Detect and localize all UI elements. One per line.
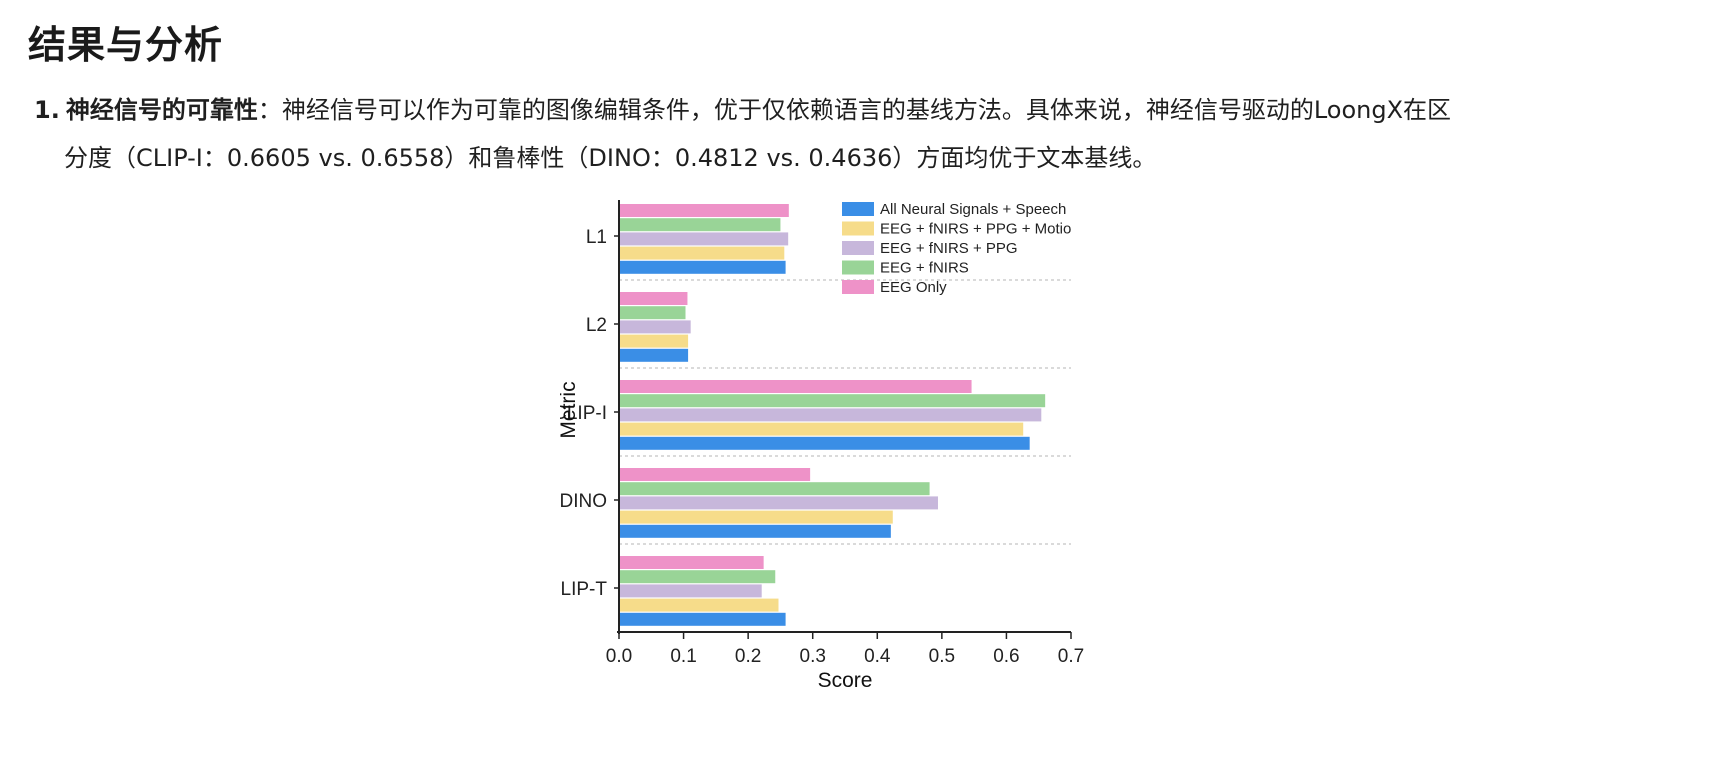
bar <box>619 584 762 598</box>
x-tick-label: 0.2 <box>735 646 761 667</box>
category-label: CLIP-I <box>560 403 607 424</box>
item-bold-label: 神经信号的可靠性 <box>65 96 258 124</box>
category-label: DINO <box>560 491 607 512</box>
x-axis-title: Score <box>818 669 873 692</box>
category-label: L1 <box>586 227 607 248</box>
bar <box>619 468 811 481</box>
bar <box>619 408 1042 422</box>
x-tick-label: 0.0 <box>606 646 632 667</box>
legend-label: EEG + fNIRS + PPG <box>880 240 1018 257</box>
bar <box>619 218 781 232</box>
legend-swatch <box>842 260 874 275</box>
bar <box>619 436 1030 450</box>
x-tick-label: 0.1 <box>670 646 696 667</box>
x-tick-label: 0.3 <box>800 646 826 667</box>
section-heading: 结果与分析 <box>28 23 224 67</box>
bar <box>619 246 785 260</box>
legend: All Neural Signals + Speech EEG + fNIRS +… <box>842 201 1080 296</box>
legend-swatch <box>842 280 874 294</box>
bar <box>619 556 764 569</box>
bar-chart: L1 L2 CLIP-I DINO CLIP-T 0.0 0.1 0.2 0.3 0.4 0.5 0.… <box>560 200 1084 692</box>
bar <box>619 482 930 496</box>
bar <box>619 394 1046 408</box>
bar <box>619 380 972 393</box>
bar <box>619 422 1024 436</box>
x-tick-label: 0.7 <box>1058 646 1084 667</box>
bar <box>619 510 893 524</box>
bar <box>619 292 688 305</box>
legend-label: EEG + fNIRS + PPG + Motion <box>880 221 1080 238</box>
legend-swatch <box>842 202 874 216</box>
bar <box>619 612 786 626</box>
bar <box>619 334 689 348</box>
x-tick-label: 0.6 <box>993 646 1019 667</box>
legend-swatch <box>842 221 874 236</box>
bar <box>619 260 786 274</box>
item-text-line2: 分度（CLIP-I：0.6605 vs. 0.6558）和鲁棒性（DINO：0.… <box>64 144 1157 172</box>
bar <box>619 306 686 320</box>
item-text-line1: ：神经信号可以作为可靠的图像编辑条件，优于仅依赖语言的基线方法。具体来说，神经信… <box>257 96 1452 124</box>
bar <box>619 348 689 362</box>
legend-label: EEG Only <box>880 279 947 296</box>
x-tick-label: 0.5 <box>929 646 955 667</box>
item-number: 1. <box>34 96 60 124</box>
category-label: L2 <box>586 315 607 336</box>
bar <box>619 320 691 334</box>
legend-swatch <box>842 241 874 255</box>
bar <box>619 598 779 612</box>
category-label: CLIP-T <box>560 579 607 600</box>
legend-label: All Neural Signals + Speech <box>880 201 1066 218</box>
y-axis-title: Metric <box>560 381 580 438</box>
finding-item: 1. 神经信号的可靠性：神经信号可以作为可靠的图像编辑条件，优于仅依赖语言的基线方… <box>34 86 1674 182</box>
bar <box>619 232 789 246</box>
x-tick-label: 0.4 <box>864 646 891 667</box>
bar <box>619 496 938 510</box>
bar <box>619 204 789 217</box>
bar <box>619 570 776 584</box>
bar <box>619 524 891 538</box>
legend-label: EEG + fNIRS <box>880 260 969 277</box>
